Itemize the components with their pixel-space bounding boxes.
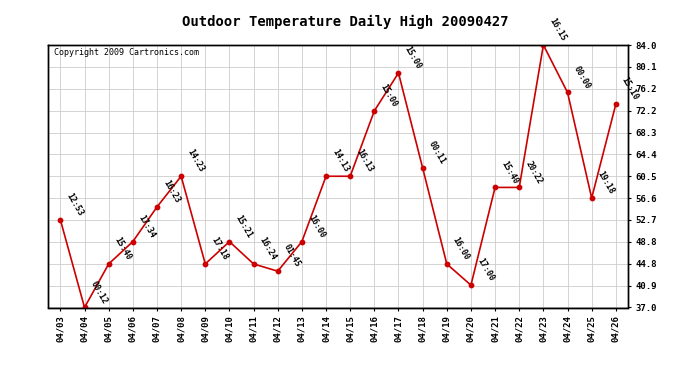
Point — [442, 261, 453, 267]
Text: 15:00: 15:00 — [403, 45, 423, 71]
Point — [417, 165, 428, 171]
Point — [248, 261, 259, 267]
Text: 00:00: 00:00 — [572, 64, 592, 90]
Text: 15:21: 15:21 — [234, 213, 254, 239]
Point — [104, 261, 115, 267]
Text: 17:18: 17:18 — [210, 236, 230, 262]
Text: 00:12: 00:12 — [89, 279, 109, 305]
Point — [586, 195, 598, 201]
Text: 14:13: 14:13 — [331, 148, 351, 174]
Point — [224, 238, 235, 244]
Point — [562, 90, 573, 96]
Point — [273, 268, 284, 274]
Text: 16:15: 16:15 — [548, 16, 568, 43]
Point — [321, 173, 332, 179]
Text: 15:10: 15:10 — [620, 76, 640, 102]
Point — [369, 108, 380, 114]
Text: 15:40: 15:40 — [500, 159, 520, 185]
Point — [611, 101, 622, 107]
Text: 17:34: 17:34 — [137, 213, 157, 239]
Point — [79, 304, 90, 310]
Point — [297, 238, 308, 244]
Text: 01:45: 01:45 — [282, 243, 302, 269]
Text: 12:53: 12:53 — [65, 192, 85, 217]
Point — [490, 184, 501, 190]
Text: Outdoor Temperature Daily High 20090427: Outdoor Temperature Daily High 20090427 — [181, 15, 509, 29]
Text: 19:18: 19:18 — [596, 170, 616, 196]
Point — [393, 70, 404, 76]
Point — [128, 238, 139, 244]
Text: 16:00: 16:00 — [451, 236, 471, 262]
Point — [55, 217, 66, 223]
Text: 16:24: 16:24 — [258, 236, 278, 262]
Point — [200, 261, 211, 267]
Text: Copyright 2009 Cartronics.com: Copyright 2009 Cartronics.com — [54, 48, 199, 57]
Point — [514, 184, 525, 190]
Point — [466, 282, 477, 288]
Point — [176, 173, 187, 179]
Text: 20:22: 20:22 — [524, 159, 544, 185]
Text: 16:00: 16:00 — [306, 213, 326, 239]
Text: 00:11: 00:11 — [427, 140, 447, 166]
Point — [345, 173, 356, 179]
Text: 17:00: 17:00 — [475, 257, 495, 283]
Text: 16:23: 16:23 — [161, 178, 181, 205]
Text: 15:00: 15:00 — [379, 82, 399, 109]
Text: 14:23: 14:23 — [186, 148, 206, 174]
Point — [538, 42, 549, 48]
Text: 16:13: 16:13 — [355, 148, 375, 174]
Text: 15:40: 15:40 — [113, 236, 133, 262]
Point — [152, 204, 163, 210]
